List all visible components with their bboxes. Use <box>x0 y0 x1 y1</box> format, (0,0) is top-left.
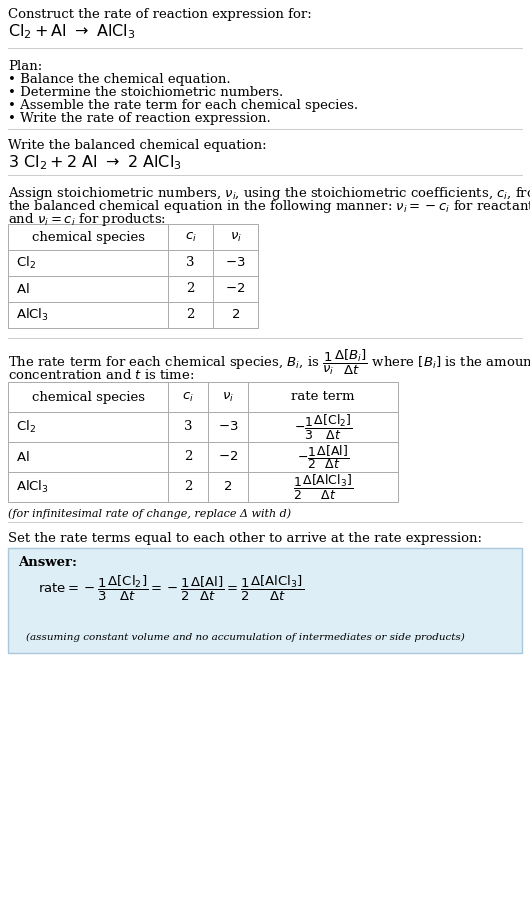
Text: $\mathsf{Cl_2 + Al\ {\rightarrow}\ AlCl_3}$: $\mathsf{Cl_2 + Al\ {\rightarrow}\ AlCl_… <box>8 22 136 41</box>
Text: and $\nu_i = c_i$ for products:: and $\nu_i = c_i$ for products: <box>8 211 166 228</box>
Text: $-3$: $-3$ <box>225 257 246 269</box>
Text: Plan:: Plan: <box>8 60 42 73</box>
Text: $2$: $2$ <box>231 308 240 321</box>
Text: 2: 2 <box>187 282 195 296</box>
Text: 2: 2 <box>184 480 192 493</box>
Text: • Write the rate of reaction expression.: • Write the rate of reaction expression. <box>8 112 271 125</box>
Text: the balanced chemical equation in the following manner: $\nu_i = -c_i$ for react: the balanced chemical equation in the fo… <box>8 198 530 215</box>
Text: $\mathrm{Cl_2}$: $\mathrm{Cl_2}$ <box>16 255 36 271</box>
Text: Write the balanced chemical equation:: Write the balanced chemical equation: <box>8 139 267 152</box>
Text: $\mathrm{Cl_2}$: $\mathrm{Cl_2}$ <box>16 419 36 435</box>
Text: 2: 2 <box>187 308 195 321</box>
Text: chemical species: chemical species <box>31 390 145 403</box>
Text: (assuming constant volume and no accumulation of intermediates or side products): (assuming constant volume and no accumul… <box>26 633 465 642</box>
Text: 2: 2 <box>184 450 192 463</box>
Text: $2$: $2$ <box>224 480 233 493</box>
Text: $\mathrm{AlCl_3}$: $\mathrm{AlCl_3}$ <box>16 479 49 495</box>
Text: $\mathrm{Al}$: $\mathrm{Al}$ <box>16 450 30 464</box>
Text: $c_i$: $c_i$ <box>182 390 194 403</box>
Text: 3: 3 <box>186 257 195 269</box>
Text: $\nu_i$: $\nu_i$ <box>222 390 234 403</box>
Text: $\mathrm{AlCl_3}$: $\mathrm{AlCl_3}$ <box>16 307 49 323</box>
Text: • Balance the chemical equation.: • Balance the chemical equation. <box>8 73 231 86</box>
Text: Construct the rate of reaction expression for:: Construct the rate of reaction expressio… <box>8 8 312 21</box>
Text: $\dfrac{1}{2}\dfrac{\Delta[\mathrm{AlCl_3}]}{\Delta t}$: $\dfrac{1}{2}\dfrac{\Delta[\mathrm{AlCl_… <box>293 472 353 501</box>
Text: rate term: rate term <box>292 390 355 403</box>
Text: $\mathrm{Al}$: $\mathrm{Al}$ <box>16 282 30 296</box>
Text: The rate term for each chemical species, $B_i$, is $\dfrac{1}{\nu_i}\dfrac{\Delt: The rate term for each chemical species,… <box>8 348 530 378</box>
Text: 3: 3 <box>184 420 192 433</box>
Text: chemical species: chemical species <box>31 230 145 244</box>
Text: • Determine the stoichiometric numbers.: • Determine the stoichiometric numbers. <box>8 86 283 99</box>
Bar <box>8 382 398 502</box>
Text: $\mathsf{3\ Cl_2 + 2\ Al\ {\rightarrow}\ 2\ AlCl_3}$: $\mathsf{3\ Cl_2 + 2\ Al\ {\rightarrow}\… <box>8 153 182 172</box>
Text: $-\dfrac{1}{3}\dfrac{\Delta[\mathrm{Cl_2}]}{\Delta t}$: $-\dfrac{1}{3}\dfrac{\Delta[\mathrm{Cl_2… <box>294 412 352 441</box>
Text: (for infinitesimal rate of change, replace Δ with d): (for infinitesimal rate of change, repla… <box>8 508 291 519</box>
Text: concentration and $t$ is time:: concentration and $t$ is time: <box>8 368 195 382</box>
Bar <box>8 548 522 653</box>
Text: Answer:: Answer: <box>18 556 77 569</box>
Text: $-2$: $-2$ <box>225 282 245 296</box>
Bar <box>8 224 258 328</box>
Text: $c_i$: $c_i$ <box>184 230 197 244</box>
Text: • Assemble the rate term for each chemical species.: • Assemble the rate term for each chemic… <box>8 99 358 112</box>
Text: $-2$: $-2$ <box>218 450 238 463</box>
Text: $-\dfrac{1}{2}\dfrac{\Delta[\mathrm{Al}]}{\Delta t}$: $-\dfrac{1}{2}\dfrac{\Delta[\mathrm{Al}]… <box>297 443 349 471</box>
Text: $\mathrm{rate} = -\dfrac{1}{3}\dfrac{\Delta[\mathrm{Cl_2}]}{\Delta t} = -\dfrac{: $\mathrm{rate} = -\dfrac{1}{3}\dfrac{\De… <box>38 574 304 603</box>
Text: $\nu_i$: $\nu_i$ <box>229 230 242 244</box>
Text: Set the rate terms equal to each other to arrive at the rate expression:: Set the rate terms equal to each other t… <box>8 532 482 545</box>
Text: Assign stoichiometric numbers, $\nu_i$, using the stoichiometric coefficients, $: Assign stoichiometric numbers, $\nu_i$, … <box>8 185 530 202</box>
Text: $-3$: $-3$ <box>218 420 238 433</box>
